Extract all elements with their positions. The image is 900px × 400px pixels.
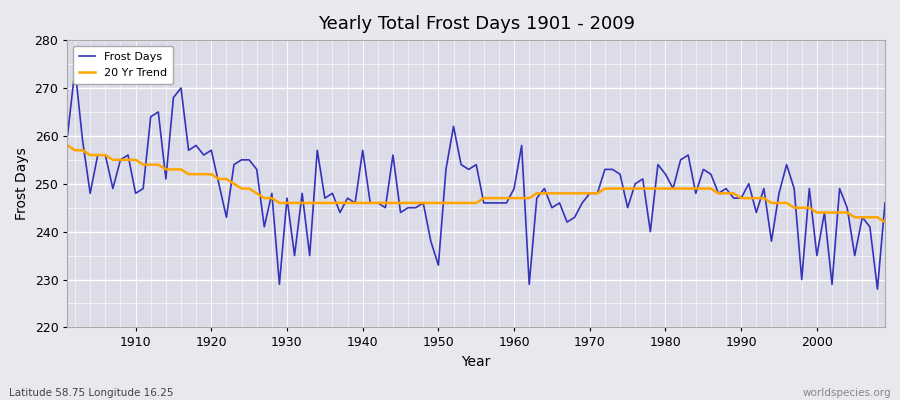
Text: Latitude 58.75 Longitude 16.25: Latitude 58.75 Longitude 16.25 xyxy=(9,388,174,398)
20 Yr Trend xyxy=(289,200,300,205)
20 Yr Trend xyxy=(122,158,133,162)
Frost Days xyxy=(508,186,519,191)
Frost Days xyxy=(62,134,73,138)
20 Yr Trend xyxy=(508,196,519,200)
X-axis label: Year: Year xyxy=(462,355,490,369)
Legend: Frost Days, 20 Yr Trend: Frost Days, 20 Yr Trend xyxy=(73,46,173,84)
Frost Days xyxy=(297,191,308,196)
Text: worldspecies.org: worldspecies.org xyxy=(803,388,891,398)
Line: 20 Yr Trend: 20 Yr Trend xyxy=(68,146,885,222)
Frost Days xyxy=(130,191,141,196)
Frost Days xyxy=(608,167,618,172)
Line: Frost Days: Frost Days xyxy=(68,69,885,289)
Frost Days xyxy=(69,66,80,71)
20 Yr Trend xyxy=(879,220,890,224)
20 Yr Trend xyxy=(599,186,610,191)
Title: Yearly Total Frost Days 1901 - 2009: Yearly Total Frost Days 1901 - 2009 xyxy=(318,15,634,33)
Y-axis label: Frost Days: Frost Days xyxy=(15,147,29,220)
Frost Days xyxy=(517,143,527,148)
Frost Days xyxy=(872,287,883,292)
Frost Days xyxy=(879,200,890,205)
20 Yr Trend xyxy=(335,200,346,205)
20 Yr Trend xyxy=(62,143,73,148)
20 Yr Trend xyxy=(501,196,512,200)
Frost Days xyxy=(342,196,353,200)
